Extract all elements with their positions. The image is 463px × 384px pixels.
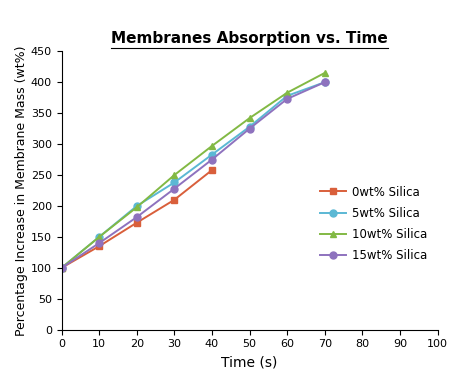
0wt% Silica	[172, 197, 177, 202]
15wt% Silica	[96, 241, 102, 245]
15wt% Silica	[209, 157, 215, 162]
Line: 10wt% Silica: 10wt% Silica	[58, 70, 328, 271]
15wt% Silica	[59, 266, 64, 270]
10wt% Silica	[247, 116, 252, 121]
10wt% Silica	[134, 205, 139, 210]
5wt% Silica	[284, 94, 290, 98]
Line: 5wt% Silica: 5wt% Silica	[58, 79, 328, 271]
5wt% Silica	[209, 152, 215, 157]
10wt% Silica	[59, 266, 64, 270]
10wt% Silica	[209, 144, 215, 148]
Line: 15wt% Silica: 15wt% Silica	[58, 79, 328, 271]
5wt% Silica	[96, 235, 102, 239]
10wt% Silica	[172, 173, 177, 177]
Y-axis label: Percentage Increase in Membrane Mass (wt%): Percentage Increase in Membrane Mass (wt…	[15, 45, 28, 336]
0wt% Silica	[59, 266, 64, 270]
5wt% Silica	[134, 204, 139, 208]
15wt% Silica	[172, 186, 177, 191]
0wt% Silica	[134, 220, 139, 225]
15wt% Silica	[134, 215, 139, 219]
5wt% Silica	[322, 80, 327, 84]
Line: 0wt% Silica: 0wt% Silica	[58, 167, 215, 271]
0wt% Silica	[96, 244, 102, 248]
5wt% Silica	[247, 124, 252, 129]
15wt% Silica	[322, 80, 327, 84]
Legend: 0wt% Silica, 5wt% Silica, 10wt% Silica, 15wt% Silica: 0wt% Silica, 5wt% Silica, 10wt% Silica, …	[315, 181, 432, 267]
X-axis label: Time (s): Time (s)	[221, 355, 278, 369]
15wt% Silica	[284, 97, 290, 101]
10wt% Silica	[96, 235, 102, 239]
15wt% Silica	[247, 126, 252, 131]
5wt% Silica	[172, 180, 177, 185]
Text: Membranes Absorption vs. Time: Membranes Absorption vs. Time	[111, 31, 388, 46]
10wt% Silica	[322, 71, 327, 75]
10wt% Silica	[284, 90, 290, 95]
5wt% Silica	[59, 266, 64, 270]
0wt% Silica	[209, 168, 215, 172]
